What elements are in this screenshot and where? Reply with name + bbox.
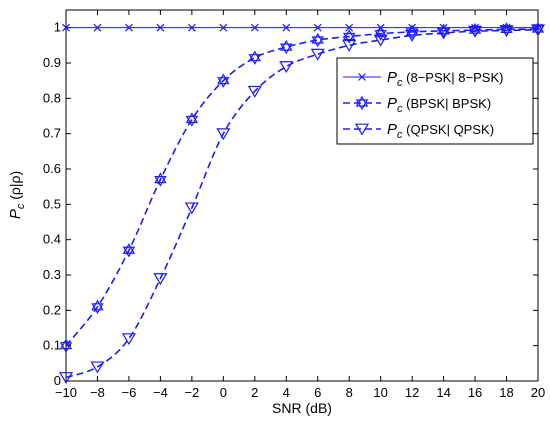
data-point bbox=[282, 23, 291, 32]
x-tick-label: 10 bbox=[373, 385, 387, 400]
legend-label-sub: c bbox=[397, 103, 403, 115]
data-point bbox=[216, 128, 231, 141]
data-point bbox=[345, 23, 354, 32]
data-point bbox=[247, 85, 262, 98]
data-point bbox=[250, 23, 259, 32]
data-point bbox=[121, 333, 136, 346]
x-tick-label: −6 bbox=[122, 385, 137, 400]
legend-label: Pc (QPSK| QPSK) bbox=[387, 121, 494, 141]
data-point bbox=[248, 50, 262, 65]
x-tick-label: −10 bbox=[55, 385, 77, 400]
x-tick-label: 18 bbox=[499, 385, 513, 400]
y-tick-label: 0.4 bbox=[43, 232, 61, 247]
data-point bbox=[530, 24, 546, 37]
data-point bbox=[217, 73, 230, 88]
x-tick-label: 14 bbox=[436, 385, 450, 400]
legend-label-sub: c bbox=[397, 129, 403, 141]
data-point bbox=[187, 23, 196, 32]
series-3 bbox=[58, 24, 546, 385]
data-point bbox=[91, 299, 104, 315]
y-tick-label: 0.5 bbox=[43, 196, 61, 211]
y-tick-label: 0.8 bbox=[43, 90, 61, 105]
x-tick-label: −2 bbox=[184, 385, 199, 400]
legend-label-sub: c bbox=[397, 77, 403, 89]
legend-entry: Pc (BPSK| BPSK) bbox=[343, 95, 491, 115]
legend-marker bbox=[358, 73, 366, 81]
data-point bbox=[436, 27, 451, 40]
data-point bbox=[125, 23, 133, 32]
y-tick-label: 1 bbox=[54, 20, 61, 35]
legend-marker bbox=[355, 95, 369, 111]
x-tick-label: 16 bbox=[468, 385, 482, 400]
data-point bbox=[185, 112, 199, 127]
legend-label: Pc (BPSK| BPSK) bbox=[387, 95, 491, 115]
axis-ticks: −10 −8 −6 −4 −2 0 2 4 6 8 10 12 14 16 18 20 0 0.1 0.2 0.3 0.… bbox=[43, 10, 545, 400]
data-point bbox=[122, 243, 136, 258]
y-tick-label: 0.6 bbox=[43, 161, 61, 176]
data-point bbox=[405, 30, 420, 43]
legend-entry: Pc (QPSK| QPSK) bbox=[343, 121, 494, 141]
data-point bbox=[58, 372, 74, 385]
legend-label-text: (8−PSK| 8−PSK) bbox=[403, 70, 504, 85]
x-tick-label: 2 bbox=[251, 385, 258, 400]
legend: Pc (8−PSK| 8−PSK)Pc (BPSK| BPSK)Pc (QPSK… bbox=[336, 57, 534, 145]
x-tick-label: 6 bbox=[314, 385, 321, 400]
series-line bbox=[65, 28, 539, 347]
legend-label-prefix: P bbox=[387, 121, 397, 138]
y-tick-label: 0.7 bbox=[43, 126, 61, 141]
y-tick-label: 0.2 bbox=[43, 302, 61, 317]
data-point bbox=[59, 338, 73, 353]
data-point bbox=[499, 25, 514, 38]
legend-label-prefix: P bbox=[387, 69, 397, 86]
legend-label: Pc (8−PSK| 8−PSK) bbox=[387, 69, 503, 89]
data-point bbox=[311, 32, 324, 48]
x-tick-label: 4 bbox=[283, 385, 290, 400]
x-tick-label: −8 bbox=[90, 385, 105, 400]
data-point bbox=[219, 23, 228, 32]
data-point bbox=[342, 29, 356, 44]
data-point bbox=[280, 39, 293, 55]
legend-marker bbox=[354, 123, 370, 136]
data-point bbox=[90, 361, 105, 374]
x-tick-label: −4 bbox=[153, 385, 168, 400]
x-tick-label: 12 bbox=[405, 385, 419, 400]
legend-label-text: (BPSK| BPSK) bbox=[403, 96, 492, 111]
y-axis-label: Pc (ρ|ρ) bbox=[7, 171, 27, 219]
data-point bbox=[153, 273, 168, 286]
y-tick-label: 0 bbox=[54, 373, 61, 388]
y-axis-label-sub: c bbox=[15, 203, 27, 209]
data-point bbox=[310, 48, 325, 61]
data-point bbox=[279, 61, 294, 74]
legend-entry: Pc (8−PSK| 8−PSK) bbox=[343, 69, 503, 89]
data-point bbox=[154, 172, 167, 187]
legend-label-prefix: P bbox=[387, 95, 397, 112]
data-point bbox=[93, 23, 102, 32]
data-point bbox=[313, 23, 322, 32]
data-point bbox=[342, 39, 357, 52]
x-tick-label: 8 bbox=[346, 385, 353, 400]
data-point bbox=[184, 202, 199, 215]
x-axis-label: SNR (dB) bbox=[272, 400, 332, 416]
x-tick-label: 20 bbox=[531, 385, 545, 400]
data-point bbox=[468, 25, 483, 38]
data-point bbox=[373, 34, 388, 47]
y-tick-label: 0.1 bbox=[43, 338, 61, 353]
x-tick-label: 0 bbox=[220, 385, 227, 400]
series-layer bbox=[58, 21, 546, 385]
y-axis-label-tail: (ρ|ρ) bbox=[7, 171, 23, 204]
series-2 bbox=[59, 21, 545, 353]
y-tick-label: 0.9 bbox=[43, 55, 61, 70]
y-tick-label: 0.3 bbox=[43, 267, 61, 282]
data-point bbox=[156, 23, 165, 32]
data-point bbox=[62, 23, 70, 32]
legend-label-text: (QPSK| QPSK) bbox=[403, 122, 495, 137]
y-axis-label-main: P bbox=[7, 209, 24, 219]
